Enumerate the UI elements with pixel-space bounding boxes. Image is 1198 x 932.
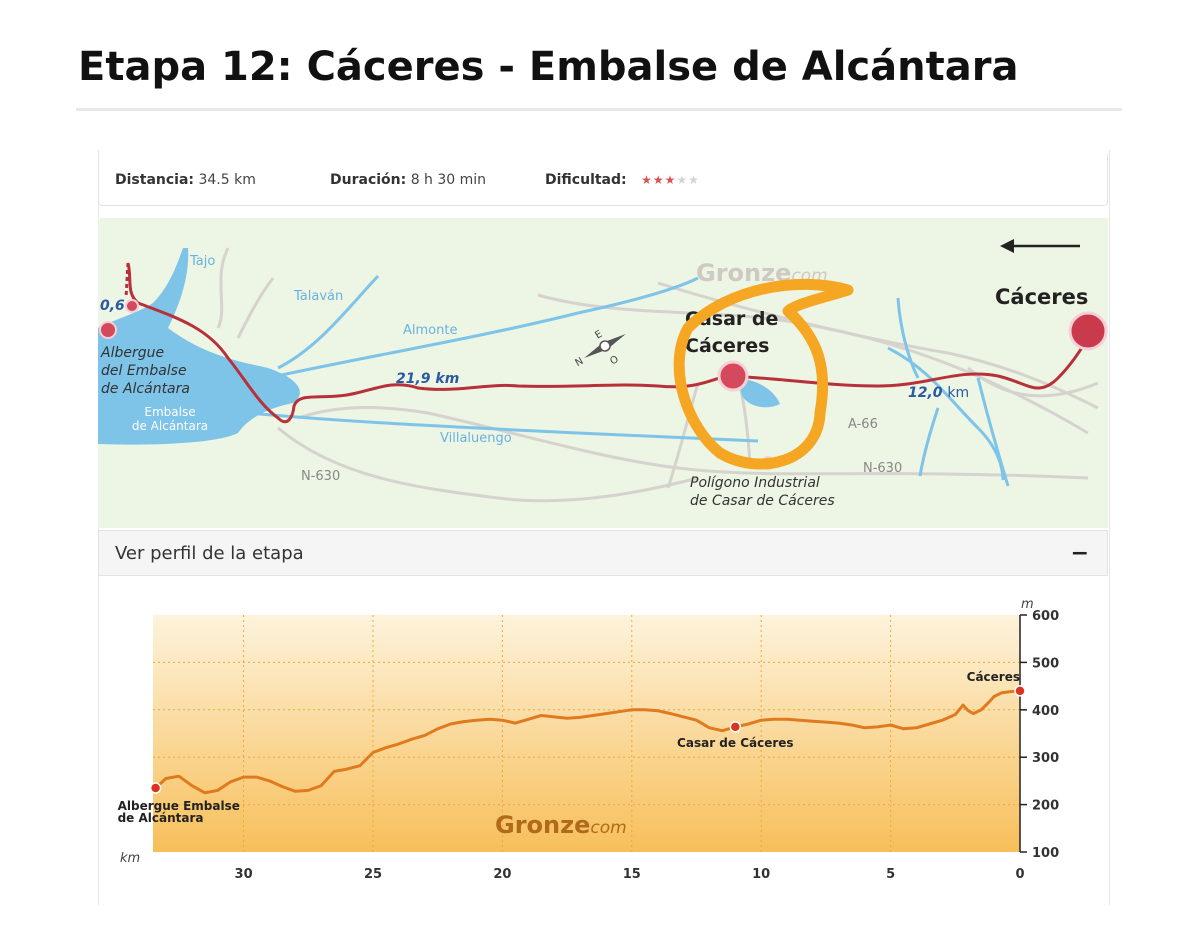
x-axis-label: km: [120, 851, 140, 866]
label-albergue-1: Albergue: [100, 345, 164, 361]
plot-area: [153, 615, 1020, 852]
label-poligono-1: Polígono Industrial: [690, 475, 820, 491]
distance-stat: Distancia: 34.5 km: [115, 172, 256, 188]
elevation-line: [154, 689, 1021, 795]
label-caceres: Cáceres: [995, 285, 1088, 309]
star-filled-icon: ★: [652, 173, 665, 187]
marker-caceres: [1068, 311, 1108, 351]
x-tick-label: 30: [235, 867, 253, 882]
label-casar-2: Cáceres: [685, 335, 769, 357]
river-talavan: [277, 274, 380, 370]
distance-label: Distancia:: [115, 172, 195, 188]
title-divider: [76, 108, 1122, 111]
label-villaluengo: Villaluengo: [440, 431, 512, 446]
label-talavan: Talaván: [293, 289, 343, 304]
river-almonte: [267, 276, 699, 380]
label-a66: A-66: [848, 417, 878, 432]
difficulty-stat: Dificultad: ★★★★★: [545, 172, 700, 188]
x-tick-label: 10: [752, 867, 770, 882]
x-tick-label: 20: [493, 867, 511, 882]
y-tick-label: 500: [1032, 656, 1059, 671]
profile-marker: [1014, 685, 1026, 697]
label-embalse-2: de Alcántara: [132, 419, 208, 433]
y-tick-label: 100: [1032, 846, 1059, 861]
x-tick-label: 25: [364, 867, 382, 882]
map-watermark: Gronzecom: [696, 259, 828, 287]
elevation-profile-chart: 30 25 20 15 10 5 0 100 200 300 400 500 600 km m Gronze…: [118, 597, 1060, 882]
difficulty-label: Dificultad:: [545, 172, 627, 188]
label-almonte: Almonte: [403, 323, 457, 338]
road-n630: [297, 406, 1089, 480]
profile-marker-label: Casar de Cáceres: [677, 736, 794, 750]
star-filled-icon: ★: [664, 173, 677, 187]
y-tick-label: 600: [1032, 609, 1059, 624]
axes: 30 25 20 15 10 5 0 100 200 300 400 500 600 km m: [120, 597, 1059, 882]
difficulty-stars: ★★★★★: [641, 173, 700, 187]
x-tick-label: 5: [886, 867, 895, 882]
route-line: [126, 262, 1095, 424]
label-embalse-1: Embalse: [144, 405, 195, 419]
marker-albergue: [99, 321, 117, 339]
label-n630-left: N-630: [301, 469, 340, 484]
page-title: Etapa 12: Cáceres - Embalse de Alcántara: [78, 44, 1019, 90]
profile-marker: [729, 721, 742, 733]
star-empty-icon: ★: [676, 173, 689, 187]
chart-watermark: Gronzecom: [495, 811, 627, 839]
duration-value: 8 h 30 min: [410, 172, 487, 188]
profile-marker-label: Albergue Embalse: [118, 799, 240, 813]
direction-arrow-icon: [1000, 239, 1080, 253]
stage-stats: Distancia: 34.5 km Duración: 8 h 30 min …: [98, 154, 1108, 206]
y-tick-label: 400: [1032, 704, 1059, 719]
profile-header-label: Ver perfil de la etapa: [115, 543, 304, 564]
x-tick-label: 15: [623, 867, 641, 882]
y-axis-label: m: [1021, 597, 1034, 612]
duration-stat: Duración: 8 h 30 min: [330, 172, 486, 188]
x-tick-label: 0: [1015, 867, 1024, 882]
distance-label-left: 0,6: [100, 298, 125, 314]
duration-label: Duración:: [330, 172, 407, 188]
label-albergue-3: de Alcántara: [101, 381, 190, 397]
hand-drawn-circle-annotation: [673, 278, 854, 470]
river-villaluengo: [247, 411, 759, 443]
svg-text:N: N: [574, 356, 586, 369]
label-n630-right: N-630: [863, 461, 902, 476]
y-tick-label: 300: [1032, 751, 1059, 766]
distance-value: 34.5 km: [198, 172, 256, 188]
marker-casar: [717, 360, 749, 392]
profile-marker: [149, 782, 162, 794]
star-empty-icon: ★: [688, 173, 700, 187]
reservoir-water: [98, 248, 300, 445]
distance-label-right: 12,0 km: [908, 385, 969, 401]
svg-text:E: E: [593, 329, 604, 342]
profile-marker-label: de Alcántara: [118, 811, 204, 825]
label-albergue-2: del Embalse: [101, 363, 187, 379]
map-markers: [99, 299, 1108, 470]
y-tick-label: 200: [1032, 799, 1059, 814]
profile-marker-label: Cáceres: [967, 670, 1020, 684]
route-map: Gronzecom N E O Tajo Talaván Almonte Vil…: [98, 218, 1108, 528]
label-poligono-2: de Casar de Cáceres: [690, 493, 835, 509]
profile-toggle[interactable]: Ver perfil de la etapa −: [98, 530, 1108, 576]
casar-water: [738, 378, 780, 408]
label-tajo: Tajo: [189, 254, 215, 269]
star-filled-icon: ★: [641, 173, 653, 187]
distance-label-middle: 21,9 km: [396, 371, 459, 387]
collapse-icon[interactable]: −: [1070, 541, 1089, 566]
rivers: [247, 274, 1010, 487]
